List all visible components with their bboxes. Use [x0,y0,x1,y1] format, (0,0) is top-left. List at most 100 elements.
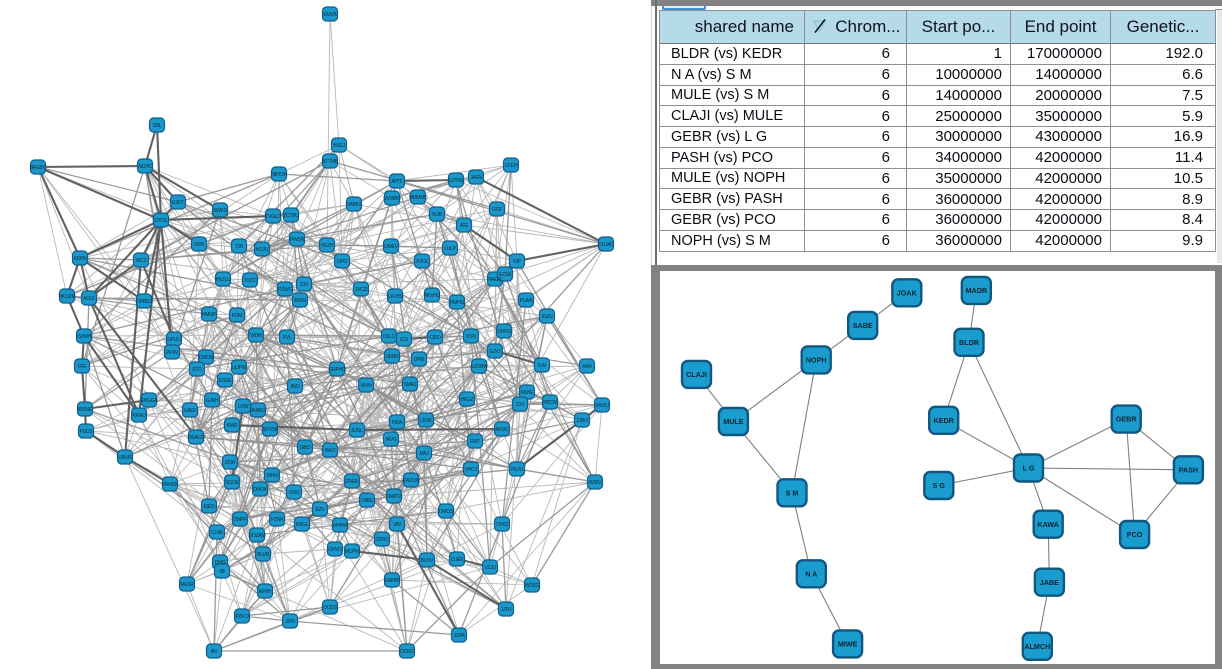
svg-text:KNGL: KNGL [296,522,309,528]
svg-text:CIDO: CIDO [429,335,441,341]
svg-text:DPO: DPO [337,259,347,265]
svg-text:RNRES: RNRES [250,408,267,414]
svg-text:UAEF: UAEF [184,408,196,414]
svg-text:OSACO: OSACO [188,435,205,441]
svg-text:SMRJ: SMRJ [404,382,417,388]
svg-text:DHD: DHD [215,560,226,566]
svg-text:NOPH: NOPH [806,356,827,365]
svg-text:BZRV: BZRV [589,480,602,486]
svg-text:EWZUM: EWZUM [402,478,420,484]
svg-text:RAGR: RAGR [488,277,502,283]
svg-text:WDM: WDM [250,333,262,339]
svg-text:SWFD: SWFD [213,208,227,214]
svg-text:SPDSB: SPDSB [262,427,278,433]
svg-text:DRN: DRN [194,242,205,248]
svg-text:ZCTBU: ZCTBU [283,213,299,219]
svg-text:GJORW: GJORW [470,364,488,370]
svg-text:IENSI: IENSI [294,298,306,304]
svg-text:PEJU: PEJU [511,467,523,473]
svg-text:IAV: IAV [211,649,219,655]
svg-text:GIBD: GIBD [299,445,311,451]
svg-text:EZSA: EZSA [499,272,512,278]
svg-text:DMPF: DMPF [234,517,247,523]
svg-text:JOAK: JOAK [897,288,918,297]
svg-text:S G: S G [933,481,946,490]
svg-text:CRSC: CRSC [376,537,390,543]
svg-text:WHPIA: WHPIA [333,523,349,529]
svg-text:UVWBO: UVWBO [383,196,401,202]
svg-text:PFNV: PFNV [166,350,179,356]
svg-text:EIEO: EIEO [204,504,215,510]
svg-text:IRVG: IRVG [386,437,397,443]
svg-text:CABE: CABE [361,498,374,504]
svg-text:CLAJI: CLAJI [686,370,707,379]
svg-text:PASH: PASH [1179,465,1198,474]
svg-text:MMMMD: MMMMD [409,195,428,201]
svg-text:JAEN: JAEN [470,175,482,181]
svg-text:EMVB: EMVB [324,12,338,18]
svg-text:VZJU: VZJU [484,565,496,571]
svg-text:FOM: FOM [232,313,242,319]
svg-text:MIWE: MIWE [838,640,858,649]
svg-text:KEDR: KEDR [934,416,955,425]
svg-text:GEBR: GEBR [1116,415,1138,424]
svg-text:IENW: IENW [259,589,271,595]
svg-text:DPBGJ: DPBGJ [136,299,152,305]
svg-text:PCO: PCO [1127,530,1143,539]
svg-text:LKSK: LKSK [420,418,433,424]
svg-text:PJCE: PJCE [416,259,429,265]
svg-text:L G: L G [1023,464,1035,473]
svg-text:ESSE: ESSE [219,378,232,384]
svg-text:GRPHO: GRPHO [329,367,346,373]
svg-text:MCPW: MCPW [345,549,360,555]
svg-text:CPICI: CPICI [496,522,508,528]
svg-text:BRGBC: BRGBC [30,165,47,171]
svg-text:LWMH: LWMH [77,334,91,340]
svg-text:IGZU: IGZU [542,314,553,320]
svg-text:DFIB: DFIB [414,357,425,363]
svg-text:ZJV: ZJV [300,282,309,288]
svg-text:UMEV: UMEV [384,244,398,250]
svg-text:PZWC: PZWC [278,287,292,293]
svg-text:AVD: AVD [290,384,300,390]
svg-text:TJR: TJR [235,244,244,250]
svg-text:RACI: RACI [325,448,336,454]
svg-text:ILAI: ILAI [538,363,546,369]
svg-text:IIB: IIB [219,569,225,575]
svg-text:ICU: ICU [400,337,408,343]
svg-text:VMBG: VMBG [347,202,361,208]
svg-text:BTTMB: BTTMB [322,159,338,165]
svg-text:ESDT: ESDT [172,200,184,206]
svg-text:EAPBP: EAPBP [384,578,400,584]
svg-text:JCPA: JCPA [453,633,465,639]
svg-text:APTF: APTF [391,179,403,185]
svg-text:SDL: SDL [153,123,162,129]
svg-text:TAWTZ: TAWTZ [386,494,401,500]
svg-text:HKGZ: HKGZ [461,397,474,403]
svg-text:S M: S M [786,488,799,497]
svg-text:TVGLD: TVGLD [265,214,281,220]
svg-text:PUDS: PUDS [80,429,94,435]
svg-text:ZIOR: ZIOR [225,460,236,466]
svg-text:WOJZM: WOJZM [59,294,76,300]
svg-text:KEPN: KEPN [74,256,87,262]
svg-text:HFZH: HFZH [321,243,334,249]
svg-text:VHCT: VHCT [465,467,478,473]
svg-text:FZNR: FZNR [271,517,284,523]
svg-text:AAR: AAR [582,364,592,370]
svg-text:PRHZR: PRHZR [162,482,178,488]
svg-text:GPUU: GPUU [167,337,181,343]
svg-text:AOLF: AOLF [83,296,95,302]
svg-text:TOCC: TOCC [244,278,258,284]
svg-text:KIP: KIP [513,259,521,265]
svg-text:FBCW: FBCW [543,400,557,406]
svg-text:CFEH: CFEH [505,163,518,169]
svg-text:FIOA: FIOA [392,420,403,426]
svg-text:DMOK: DMOK [253,487,268,493]
svg-text:ZRER: ZRER [346,479,359,485]
svg-text:JZRJ: JZRJ [501,607,512,613]
svg-text:ZFN: ZFN [286,619,296,625]
svg-text:RKVHU: RKVHU [424,293,441,299]
svg-text:GJRH: GJRH [206,398,219,404]
svg-text:OLLC: OLLC [383,334,396,340]
